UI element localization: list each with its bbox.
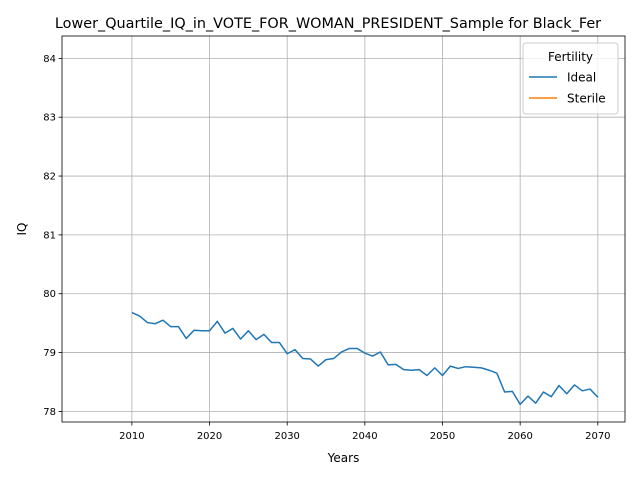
x-tick-label: 2060 xyxy=(507,431,532,442)
y-tick-label: 81 xyxy=(43,230,56,241)
legend-label-sterile: Sterile xyxy=(567,92,606,106)
legend-box xyxy=(522,42,619,115)
y-tick-label: 83 xyxy=(43,113,56,124)
chart-title: Lower_Quartile_IQ_in_VOTE_FOR_WOMAN_PRES… xyxy=(55,16,601,32)
x-tick-label: 2050 xyxy=(430,431,455,442)
y-tick-label: 78 xyxy=(43,407,56,418)
x-tick-label: 2070 xyxy=(585,431,610,442)
legend-title: Fertility xyxy=(548,50,593,64)
series-lines xyxy=(131,311,599,406)
y-tick-label: 84 xyxy=(43,54,56,65)
plot-frame xyxy=(61,35,626,423)
x-tick-label: 2020 xyxy=(197,431,222,442)
y-axis-label: IQ xyxy=(15,223,29,236)
x-axis-label: Years xyxy=(327,451,360,465)
legend-label-ideal: Ideal xyxy=(567,71,596,85)
y-tick-label: 80 xyxy=(43,289,56,300)
grid xyxy=(62,36,625,422)
y-tick-label: 82 xyxy=(43,172,56,183)
x-tick-label: 2030 xyxy=(274,431,299,442)
legend: Fertility Ideal Sterile xyxy=(522,42,619,115)
x-tick-label: 2040 xyxy=(352,431,377,442)
series-line-ideal xyxy=(131,311,599,406)
x-tick-label: 2010 xyxy=(119,431,144,442)
axes: 2010 2020 2030 2040 2050 2060 2070 78 79 80 81 82 83… xyxy=(43,54,610,442)
y-tick-label: 79 xyxy=(43,348,56,359)
